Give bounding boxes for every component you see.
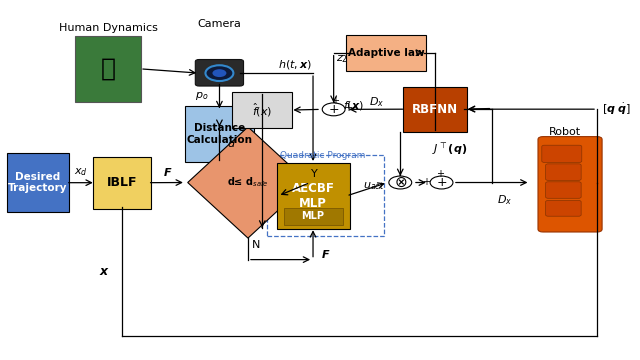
Text: IBLF: IBLF	[106, 176, 137, 189]
Text: Camera: Camera	[198, 19, 241, 29]
Text: d≤ d$_{safe}$: d≤ d$_{safe}$	[227, 176, 269, 189]
Text: d: d	[227, 139, 234, 149]
Text: MLP: MLP	[301, 211, 324, 221]
FancyBboxPatch shape	[546, 182, 581, 198]
Text: $\boldsymbol{D_x}$: $\boldsymbol{D_x}$	[497, 194, 513, 207]
Text: $\boldsymbol{p_o}$: $\boldsymbol{p_o}$	[195, 90, 208, 102]
Circle shape	[430, 176, 453, 189]
Text: $\boldsymbol{x_d}$: $\boldsymbol{x_d}$	[74, 166, 88, 178]
FancyBboxPatch shape	[542, 145, 582, 162]
Text: 🧍: 🧍	[101, 57, 116, 81]
Text: $\boldsymbol{F}$: $\boldsymbol{F}$	[321, 248, 330, 260]
Text: Desired
Trajectory: Desired Trajectory	[8, 172, 68, 193]
Text: $f(\boldsymbol{x})$: $f(\boldsymbol{x})$	[343, 99, 364, 112]
Text: +: +	[328, 103, 339, 116]
Text: Distance
Calculation: Distance Calculation	[186, 123, 252, 145]
Text: Human Dynamics: Human Dynamics	[59, 23, 158, 33]
Text: $h(t,\boldsymbol{x})$: $h(t,\boldsymbol{x})$	[278, 58, 312, 71]
Text: Robot: Robot	[549, 127, 581, 137]
FancyBboxPatch shape	[276, 163, 349, 229]
FancyBboxPatch shape	[195, 59, 244, 86]
Text: +: +	[422, 177, 430, 187]
Text: $\boldsymbol{u_{act}}$: $\boldsymbol{u_{act}}$	[363, 180, 384, 192]
FancyBboxPatch shape	[284, 208, 342, 225]
FancyBboxPatch shape	[346, 35, 426, 71]
Text: $\boldsymbol{J^\top(q)}$: $\boldsymbol{J^\top(q)}$	[432, 142, 467, 158]
Text: $\boldsymbol{D_x}$: $\boldsymbol{D_x}$	[369, 95, 384, 109]
Polygon shape	[188, 127, 308, 238]
FancyBboxPatch shape	[403, 87, 467, 132]
Text: $\hat{f}(x)$: $\hat{f}(x)$	[252, 102, 273, 119]
FancyBboxPatch shape	[76, 36, 141, 102]
Text: $\boldsymbol{x}$: $\boldsymbol{x}$	[99, 265, 110, 278]
Text: $\boldsymbol{z_2}$: $\boldsymbol{z_2}$	[335, 53, 348, 65]
Text: +: +	[436, 169, 444, 179]
Circle shape	[322, 103, 345, 116]
FancyBboxPatch shape	[546, 201, 581, 216]
Text: +: +	[344, 103, 351, 113]
Text: +: +	[331, 96, 339, 107]
Text: $\boldsymbol{F}$: $\boldsymbol{F}$	[163, 166, 172, 178]
Text: +: +	[436, 176, 447, 189]
Circle shape	[205, 65, 234, 81]
Circle shape	[389, 176, 412, 189]
Text: Y: Y	[311, 168, 318, 179]
FancyBboxPatch shape	[184, 107, 254, 162]
Text: Quadratic Program: Quadratic Program	[280, 151, 365, 160]
Text: AECBF
MLP: AECBF MLP	[292, 182, 335, 210]
FancyBboxPatch shape	[93, 157, 151, 209]
Text: N: N	[252, 239, 260, 249]
FancyBboxPatch shape	[538, 136, 602, 232]
FancyBboxPatch shape	[7, 153, 69, 212]
Circle shape	[212, 69, 227, 77]
Text: RBFNN: RBFNN	[412, 103, 458, 116]
Text: Adaptive law: Adaptive law	[348, 48, 424, 58]
FancyBboxPatch shape	[546, 164, 581, 180]
Text: $\otimes$: $\otimes$	[394, 175, 407, 190]
Text: $[\boldsymbol{q}\ \dot{\boldsymbol{q}}]$: $[\boldsymbol{q}\ \dot{\boldsymbol{q}}]$	[602, 102, 632, 117]
FancyBboxPatch shape	[232, 92, 292, 128]
